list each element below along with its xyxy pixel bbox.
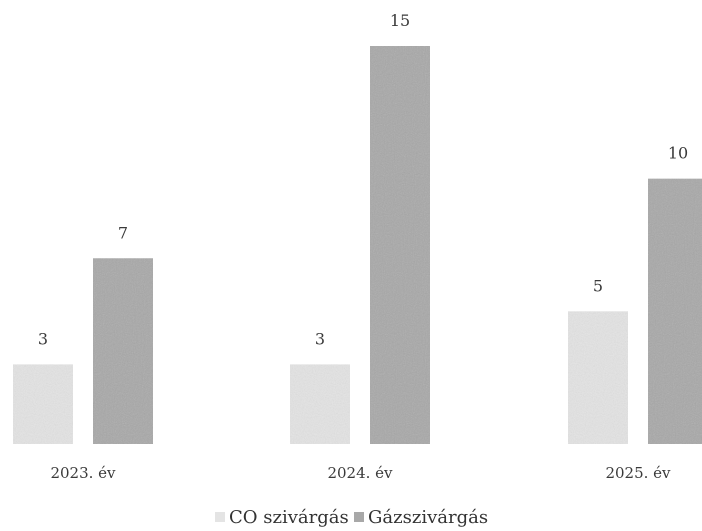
category-label-1: 2023. év	[50, 464, 116, 482]
bar-g-zsziv-rg-s-2	[370, 46, 430, 444]
legend-label-co: CO szivárgás	[229, 507, 349, 528]
data-label-co-sziv-rg-s-3: 5	[593, 276, 603, 295]
legend-swatch-gas	[354, 512, 364, 522]
plot-area: 3 7 3 15 5 10	[13, 11, 702, 444]
bar-co-sziv-rg-s-2	[290, 364, 350, 444]
bar-co-sziv-rg-s-3	[568, 311, 628, 444]
data-label-co-sziv-rg-s-2: 3	[315, 329, 325, 348]
data-label-g-zsziv-rg-s-2: 15	[390, 11, 410, 30]
category-axis-labels: 2023. év 2024. év 2025. év	[50, 464, 671, 482]
bar-co-sziv-rg-s-1	[13, 364, 73, 444]
category-label-2: 2024. év	[327, 464, 393, 482]
legend-label-gas: Gázszivárgás	[368, 507, 488, 528]
legend-swatch-co	[215, 512, 225, 522]
data-label-g-zsziv-rg-s-1: 7	[118, 223, 128, 242]
category-label-3: 2025. év	[605, 464, 671, 482]
data-label-co-sziv-rg-s-1: 3	[38, 329, 48, 348]
bar-g-zsziv-rg-s-3	[648, 178, 702, 444]
bar-g-zsziv-rg-s-1	[93, 258, 153, 444]
data-label-g-zsziv-rg-s-3: 10	[668, 144, 688, 163]
legend: CO szivárgás Gázszivárgás	[215, 507, 488, 528]
